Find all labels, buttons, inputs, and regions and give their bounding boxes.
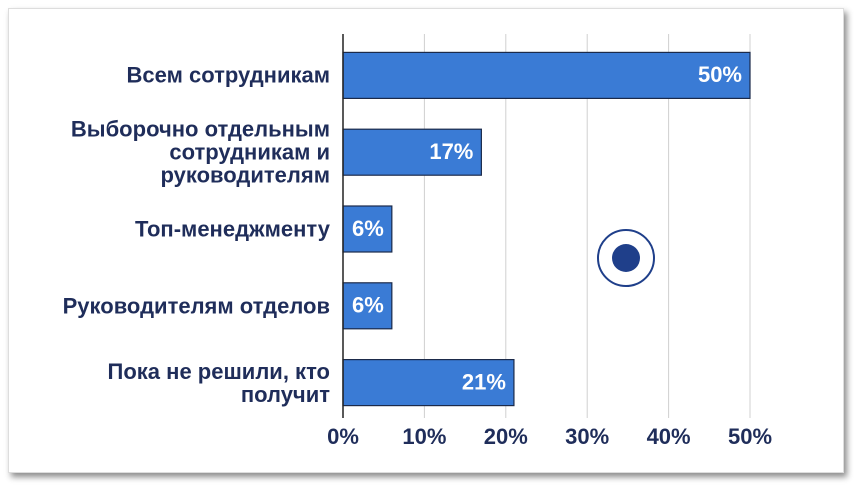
value-label: 50% <box>698 62 742 87</box>
x-tick-label: 50% <box>728 424 772 449</box>
logo-core <box>612 244 640 272</box>
category-label: Руководителям отделов <box>62 293 330 319</box>
x-tick-label: 10% <box>402 424 446 449</box>
bar <box>342 51 751 100</box>
value-label: 6% <box>352 293 384 318</box>
bar <box>342 359 515 407</box>
value-label: 6% <box>352 216 384 241</box>
category-label: Выборочно отдельным сотрудникам и руково… <box>70 116 330 188</box>
x-tick-label: 30% <box>565 424 609 449</box>
logo <box>597 229 655 287</box>
x-tick-label: 40% <box>647 424 691 449</box>
bar <box>342 282 393 330</box>
category-label: Топ-менеджменту <box>134 216 330 242</box>
value-label: 17% <box>429 139 473 164</box>
value-label: 21% <box>462 369 506 394</box>
category-label: Всем сотрудникам <box>126 62 331 88</box>
x-tick-label: 20% <box>484 424 528 449</box>
x-tick-label: 0% <box>327 424 359 449</box>
category-label: Пока не решили, кто получит <box>107 358 330 407</box>
